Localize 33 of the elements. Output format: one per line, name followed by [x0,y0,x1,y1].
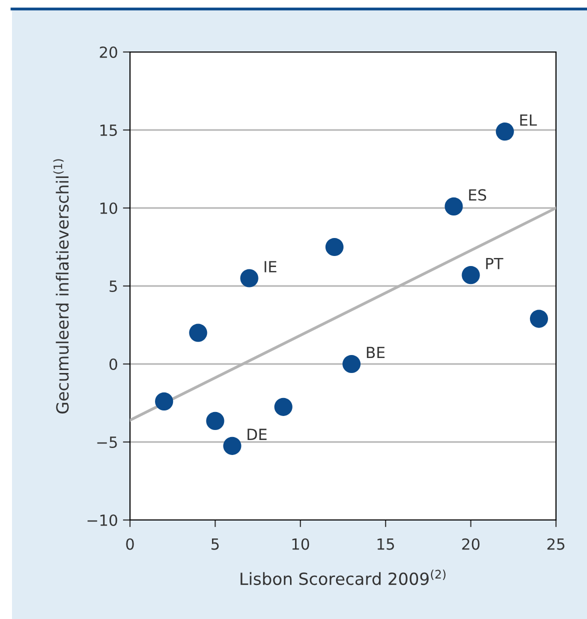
point [325,238,344,256]
y-axis-title: Gecumuleerd inflatieverschil$^{(1)}$ [53,159,69,414]
x-axis-title: Lisbon Scorecard 2009$^{(2)}$ [240,570,446,586]
y-tick-label: 0 [109,358,118,370]
annotation: ES [469,189,486,201]
point [274,398,292,416]
annotation: IE [264,261,276,272]
point [223,436,242,455]
annotation: EL [520,114,537,126]
x-tick-label: 10 [292,538,310,550]
annotation: BE [366,346,385,358]
y-tick-label: 20 [100,46,118,58]
x-tick-label: 15 [378,538,394,550]
x-tick-label: 5 [212,538,219,550]
x-tick-label: 0 [126,538,134,550]
point [496,122,514,141]
y-tick-label: 5 [110,280,117,292]
y-tick-label: 10 [100,202,118,214]
annotation: DE [248,428,267,440]
annotation: PT [486,258,504,270]
point [444,197,463,216]
point [240,269,258,288]
y-tick-label: −5 [97,436,117,448]
y-tick-label: 15 [100,124,117,136]
point [342,354,361,374]
x-tick-label: 20 [462,538,480,550]
point [530,310,548,328]
y-tick-label: −10 [88,514,118,526]
x-tick-label: 25 [547,538,564,550]
point [462,266,480,284]
point [155,392,174,410]
point [189,324,208,342]
point [206,412,224,430]
